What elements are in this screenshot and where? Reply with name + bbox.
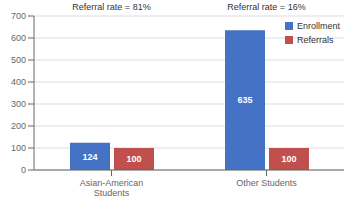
svg-text:Other Students: Other Students	[236, 178, 297, 188]
svg-text:124: 124	[82, 152, 97, 162]
svg-text:635: 635	[237, 95, 252, 105]
svg-text:700: 700	[11, 11, 26, 21]
svg-text:300: 300	[11, 99, 26, 109]
svg-text:500: 500	[11, 55, 26, 65]
svg-text:600: 600	[11, 33, 26, 43]
svg-text:100: 100	[126, 154, 141, 164]
html-text:Referral rate = 81%: Referral rate = 81%	[72, 2, 151, 12]
svg-text:400: 400	[11, 77, 26, 87]
svg-text:Asian-AmericanStudents: Asian-AmericanStudents	[80, 178, 144, 198]
html-text:Enrollment: Enrollment	[297, 21, 340, 31]
html-text:Referrals: Referrals	[297, 35, 334, 45]
svg-text:0: 0	[21, 165, 26, 175]
svg-text:100: 100	[281, 154, 296, 164]
svg-text:200: 200	[11, 121, 26, 131]
html-text:Referral rate = 16%: Referral rate = 16%	[227, 2, 306, 12]
svg-text:100: 100	[11, 143, 26, 153]
